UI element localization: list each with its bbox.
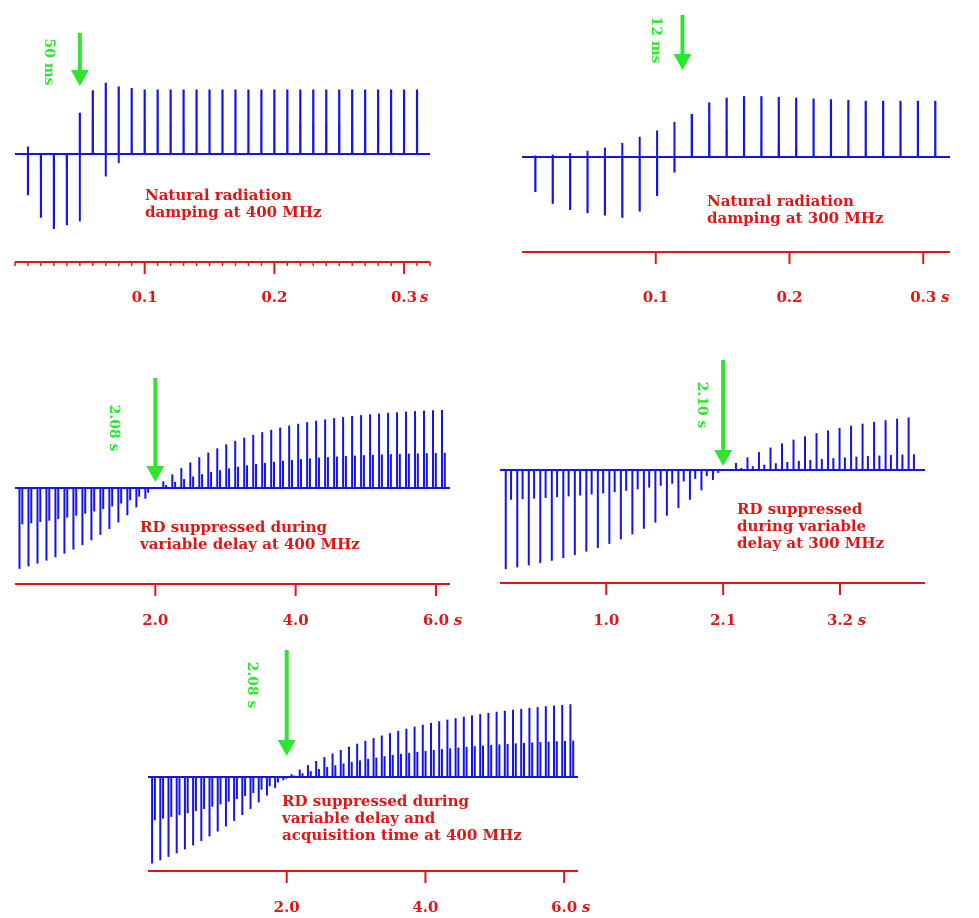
- tick-label: 0.1: [132, 288, 158, 306]
- tick-label: 3.2: [827, 611, 853, 629]
- tick-label: 2.0: [142, 611, 168, 629]
- caption-line-1: RD suppressed during: [282, 792, 470, 810]
- panel-rd-suppressed-acq-400: 2.08 s RD suppressed during variable del…: [148, 650, 591, 916]
- tick-label: 0.3: [391, 288, 417, 306]
- trace-group: [522, 96, 950, 218]
- caption-line-2: during variable: [737, 517, 866, 535]
- tick-label: 1.0: [593, 611, 619, 629]
- panel-natural-damping-400: 50 ms Natural radiation damping at 400 M…: [14, 33, 431, 306]
- x-unit-label: s: [858, 611, 867, 629]
- caption-line-2: variable delay at 400 MHz: [139, 535, 360, 553]
- tick-label: 6.0: [551, 898, 577, 916]
- caption-line-1: Natural radiation: [145, 186, 292, 204]
- tick-label: 2.1: [710, 611, 736, 629]
- caption-line-1: RD suppressed during: [140, 518, 328, 536]
- caption-line-2: damping at 300 MHz: [707, 209, 884, 227]
- panel-rd-suppressed-300: 2.10 s RD suppressed during variable del…: [500, 360, 925, 629]
- caption-line-2: damping at 400 MHz: [145, 203, 322, 221]
- caption-line-3: acquisition time at 400 MHz: [282, 826, 522, 844]
- arrow-head: [70, 70, 89, 86]
- tick-label: 4.0: [283, 611, 309, 629]
- x-axis: [14, 261, 431, 274]
- tick-label: 0.3: [910, 288, 936, 306]
- panel-natural-damping-300: 12 ms Natural radiation damping at 300 M…: [522, 15, 950, 306]
- arrow-marker: [70, 33, 89, 86]
- arrow-label: 50 ms: [41, 38, 57, 85]
- x-unit-label: s: [582, 898, 591, 916]
- caption-line-1: RD suppressed: [737, 500, 863, 518]
- caption-line-1: Natural radiation: [707, 192, 854, 210]
- arrow-marker: [673, 15, 692, 70]
- x-unit-label: s: [420, 288, 429, 306]
- arrow-head: [714, 450, 733, 466]
- arrow-head: [277, 740, 296, 756]
- arrow-label: 2.08 s: [244, 662, 260, 709]
- arrow-head: [146, 466, 165, 482]
- x-unit-label: s: [941, 288, 950, 306]
- panel-rd-suppressed-400: 2.08 s RD suppressed during variable del…: [15, 378, 463, 629]
- tick-label: 0.2: [261, 288, 287, 306]
- caption-line-3: delay at 300 MHz: [737, 534, 885, 552]
- x-axis: [500, 582, 925, 595]
- trace-group: [500, 417, 925, 570]
- tick-label: 4.0: [412, 898, 438, 916]
- arrow-label: 2.08 s: [106, 405, 122, 452]
- x-axis: [15, 583, 450, 596]
- arrow-label: 12 ms: [648, 16, 664, 63]
- tick-label: 0.2: [776, 288, 802, 306]
- arrow-marker: [714, 360, 733, 466]
- trace-group: [148, 704, 578, 864]
- arrow-marker: [277, 650, 296, 756]
- arrow-marker: [146, 378, 165, 482]
- trace-group: [15, 409, 450, 569]
- arrow-head: [673, 54, 692, 70]
- x-axis: [522, 251, 950, 264]
- x-unit-label: s: [454, 611, 463, 629]
- tick-label: 6.0: [423, 611, 449, 629]
- arrow-label: 2.10 s: [694, 382, 710, 429]
- tick-label: 0.1: [643, 288, 669, 306]
- tick-label: 2.0: [274, 898, 300, 916]
- x-axis: [148, 870, 578, 883]
- trace-group: [15, 82, 430, 229]
- caption-line-2: variable delay and: [281, 809, 436, 827]
